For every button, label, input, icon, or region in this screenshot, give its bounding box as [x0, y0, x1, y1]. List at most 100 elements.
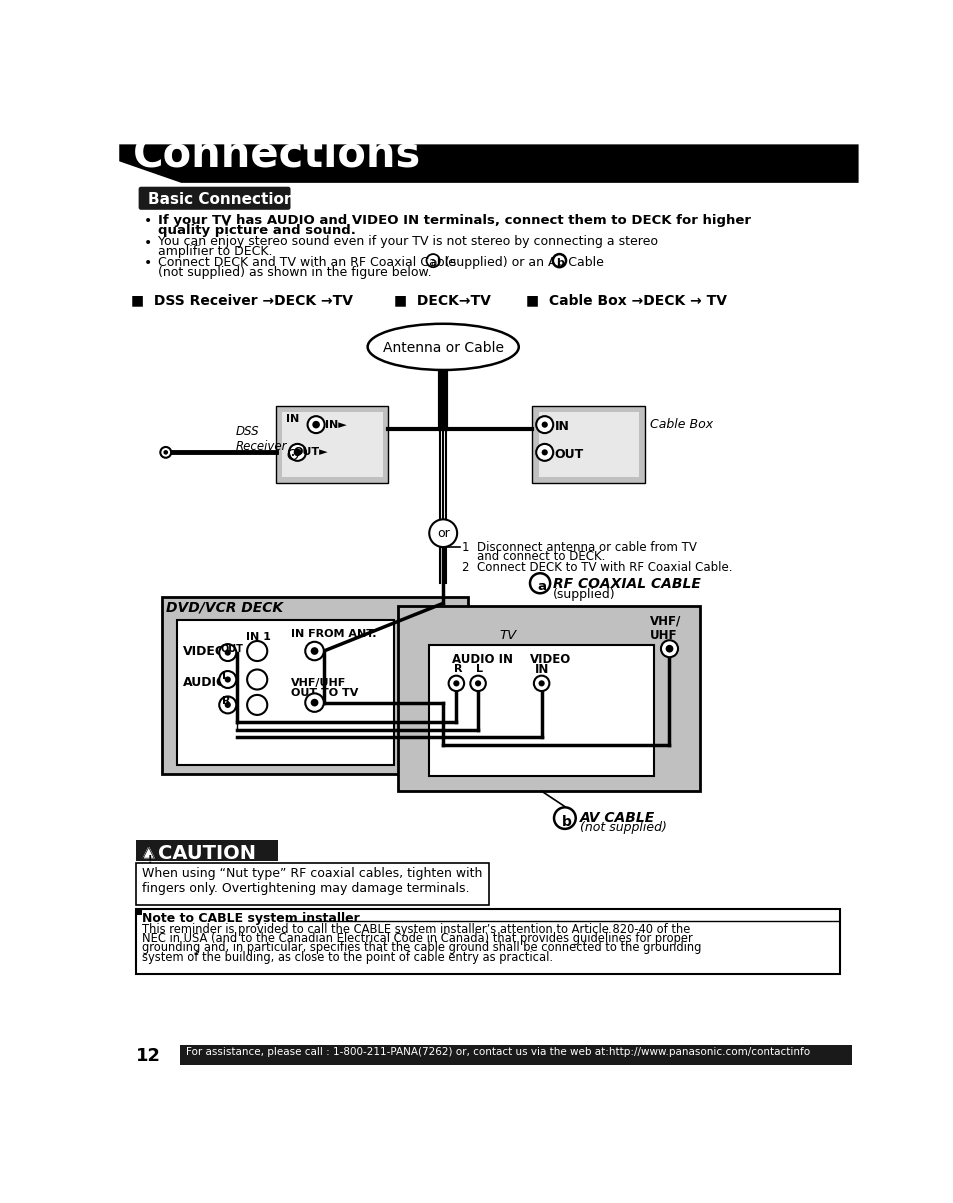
Text: Note to CABLE system installer: Note to CABLE system installer: [142, 912, 360, 925]
Text: IN: IN: [555, 420, 569, 433]
Text: L: L: [476, 664, 482, 674]
Text: IN: IN: [534, 663, 548, 676]
Text: OUT: OUT: [220, 644, 243, 654]
Circle shape: [247, 695, 267, 715]
Circle shape: [224, 650, 231, 656]
Text: Basic Connections: Basic Connections: [148, 192, 303, 207]
Circle shape: [475, 680, 480, 687]
Circle shape: [536, 416, 553, 433]
Circle shape: [305, 641, 323, 660]
Text: 1  Disconnect antenna or cable from TV: 1 Disconnect antenna or cable from TV: [461, 541, 696, 553]
Text: L: L: [222, 671, 229, 681]
Text: grounding and, in particular, specifies that the cable ground shall be connected: grounding and, in particular, specifies …: [142, 941, 701, 954]
Text: •: •: [144, 236, 152, 250]
Text: AV CABLE: AV CABLE: [579, 811, 654, 825]
Circle shape: [311, 699, 318, 706]
Text: ■  DECK→TV: ■ DECK→TV: [394, 294, 491, 307]
Text: •: •: [144, 256, 152, 269]
Text: Connect DECK and TV with an RF Coaxial Cable: Connect DECK and TV with an RF Coaxial C…: [158, 256, 459, 269]
Text: When using “Nut type” RF coaxial cables, tighten with
fingers only. Overtighteni: When using “Nut type” RF coaxial cables,…: [142, 867, 482, 895]
FancyBboxPatch shape: [537, 413, 639, 478]
Text: system of the building, as close to the point of cable entry as practical.: system of the building, as close to the …: [142, 950, 553, 964]
Circle shape: [541, 449, 547, 456]
Text: OUT►: OUT►: [294, 448, 328, 457]
Circle shape: [219, 671, 236, 688]
Text: !: !: [147, 855, 152, 865]
Circle shape: [553, 254, 565, 267]
FancyBboxPatch shape: [136, 909, 840, 974]
Circle shape: [247, 641, 267, 660]
Text: Antenna or Cable: Antenna or Cable: [382, 340, 503, 355]
Text: 12: 12: [136, 1047, 161, 1065]
Text: RF COAXIAL CABLE: RF COAXIAL CABLE: [553, 577, 700, 591]
Text: Cable Box: Cable Box: [649, 417, 713, 431]
Circle shape: [224, 701, 231, 709]
Circle shape: [429, 520, 456, 547]
Circle shape: [665, 645, 673, 652]
Circle shape: [537, 680, 544, 687]
Text: NEC in USA (and to the Canadian Electrical Code in Canada) that provides guideli: NEC in USA (and to the Canadian Electric…: [142, 932, 693, 946]
Circle shape: [219, 644, 236, 660]
Text: ■  DSS Receiver →DECK →TV: ■ DSS Receiver →DECK →TV: [131, 294, 353, 307]
Circle shape: [311, 647, 318, 654]
FancyBboxPatch shape: [162, 597, 468, 775]
Circle shape: [448, 676, 464, 691]
Ellipse shape: [367, 324, 518, 371]
FancyBboxPatch shape: [136, 863, 488, 905]
Text: DSS
Receiver: DSS Receiver: [235, 426, 287, 454]
Text: OUT: OUT: [555, 448, 583, 461]
Circle shape: [294, 449, 300, 456]
FancyBboxPatch shape: [138, 186, 291, 209]
Text: VHF/UHF: VHF/UHF: [291, 678, 346, 688]
Text: or: or: [436, 527, 449, 540]
Text: AUDIO IN: AUDIO IN: [452, 652, 513, 665]
Text: IN FROM ANT.: IN FROM ANT.: [291, 629, 376, 640]
Text: OUT TO TV: OUT TO TV: [291, 688, 358, 698]
Text: (supplied): (supplied): [553, 588, 616, 600]
Text: b: b: [561, 814, 571, 829]
Text: This reminder is provided to call the CABLE system installer’s attention to Arti: This reminder is provided to call the CA…: [142, 923, 690, 936]
Circle shape: [554, 807, 575, 829]
Text: IN►: IN►: [324, 420, 346, 429]
Text: R: R: [222, 697, 231, 706]
Polygon shape: [136, 909, 142, 915]
Text: b: b: [556, 257, 563, 267]
Circle shape: [530, 574, 550, 593]
FancyBboxPatch shape: [397, 606, 700, 792]
FancyBboxPatch shape: [136, 840, 278, 861]
Circle shape: [289, 444, 306, 461]
Text: AUDIO: AUDIO: [183, 676, 227, 688]
Text: quality picture and sound.: quality picture and sound.: [158, 225, 355, 237]
Circle shape: [660, 640, 678, 657]
Polygon shape: [119, 144, 858, 183]
Circle shape: [541, 421, 547, 428]
FancyBboxPatch shape: [532, 407, 644, 484]
Circle shape: [219, 697, 236, 713]
Circle shape: [307, 416, 324, 433]
Text: VIDEO: VIDEO: [183, 645, 226, 658]
Text: ■  Cable Box →DECK → TV: ■ Cable Box →DECK → TV: [525, 294, 726, 307]
Circle shape: [247, 670, 267, 689]
Text: (not supplied): (not supplied): [579, 822, 666, 834]
Text: For assistance, please call : 1-800-211-PANA(7262) or, contact us via the web at: For assistance, please call : 1-800-211-…: [186, 1047, 809, 1056]
Circle shape: [313, 421, 319, 428]
Text: •: •: [144, 214, 152, 229]
Circle shape: [305, 693, 323, 712]
Text: (supplied) or an AV Cable: (supplied) or an AV Cable: [440, 256, 607, 269]
Text: amplifier to DECK.: amplifier to DECK.: [158, 245, 273, 259]
Text: R: R: [454, 664, 462, 674]
Text: Connections: Connections: [133, 134, 421, 176]
Text: VHF/
UHF: VHF/ UHF: [649, 614, 680, 642]
FancyBboxPatch shape: [179, 1045, 852, 1066]
Circle shape: [160, 448, 171, 458]
Text: CAUTION: CAUTION: [158, 843, 255, 863]
Circle shape: [224, 676, 231, 682]
Text: IN: IN: [286, 414, 299, 423]
Text: a: a: [537, 580, 545, 593]
Text: (not supplied) as shown in the figure below.: (not supplied) as shown in the figure be…: [158, 266, 431, 279]
Circle shape: [536, 444, 553, 461]
Circle shape: [470, 676, 485, 691]
Text: VIDEO: VIDEO: [530, 652, 571, 665]
Text: and connect to DECK.: and connect to DECK.: [461, 550, 604, 563]
Text: You can enjoy stereo sound even if your TV is not stereo by connecting a stereo: You can enjoy stereo sound even if your …: [158, 236, 658, 248]
